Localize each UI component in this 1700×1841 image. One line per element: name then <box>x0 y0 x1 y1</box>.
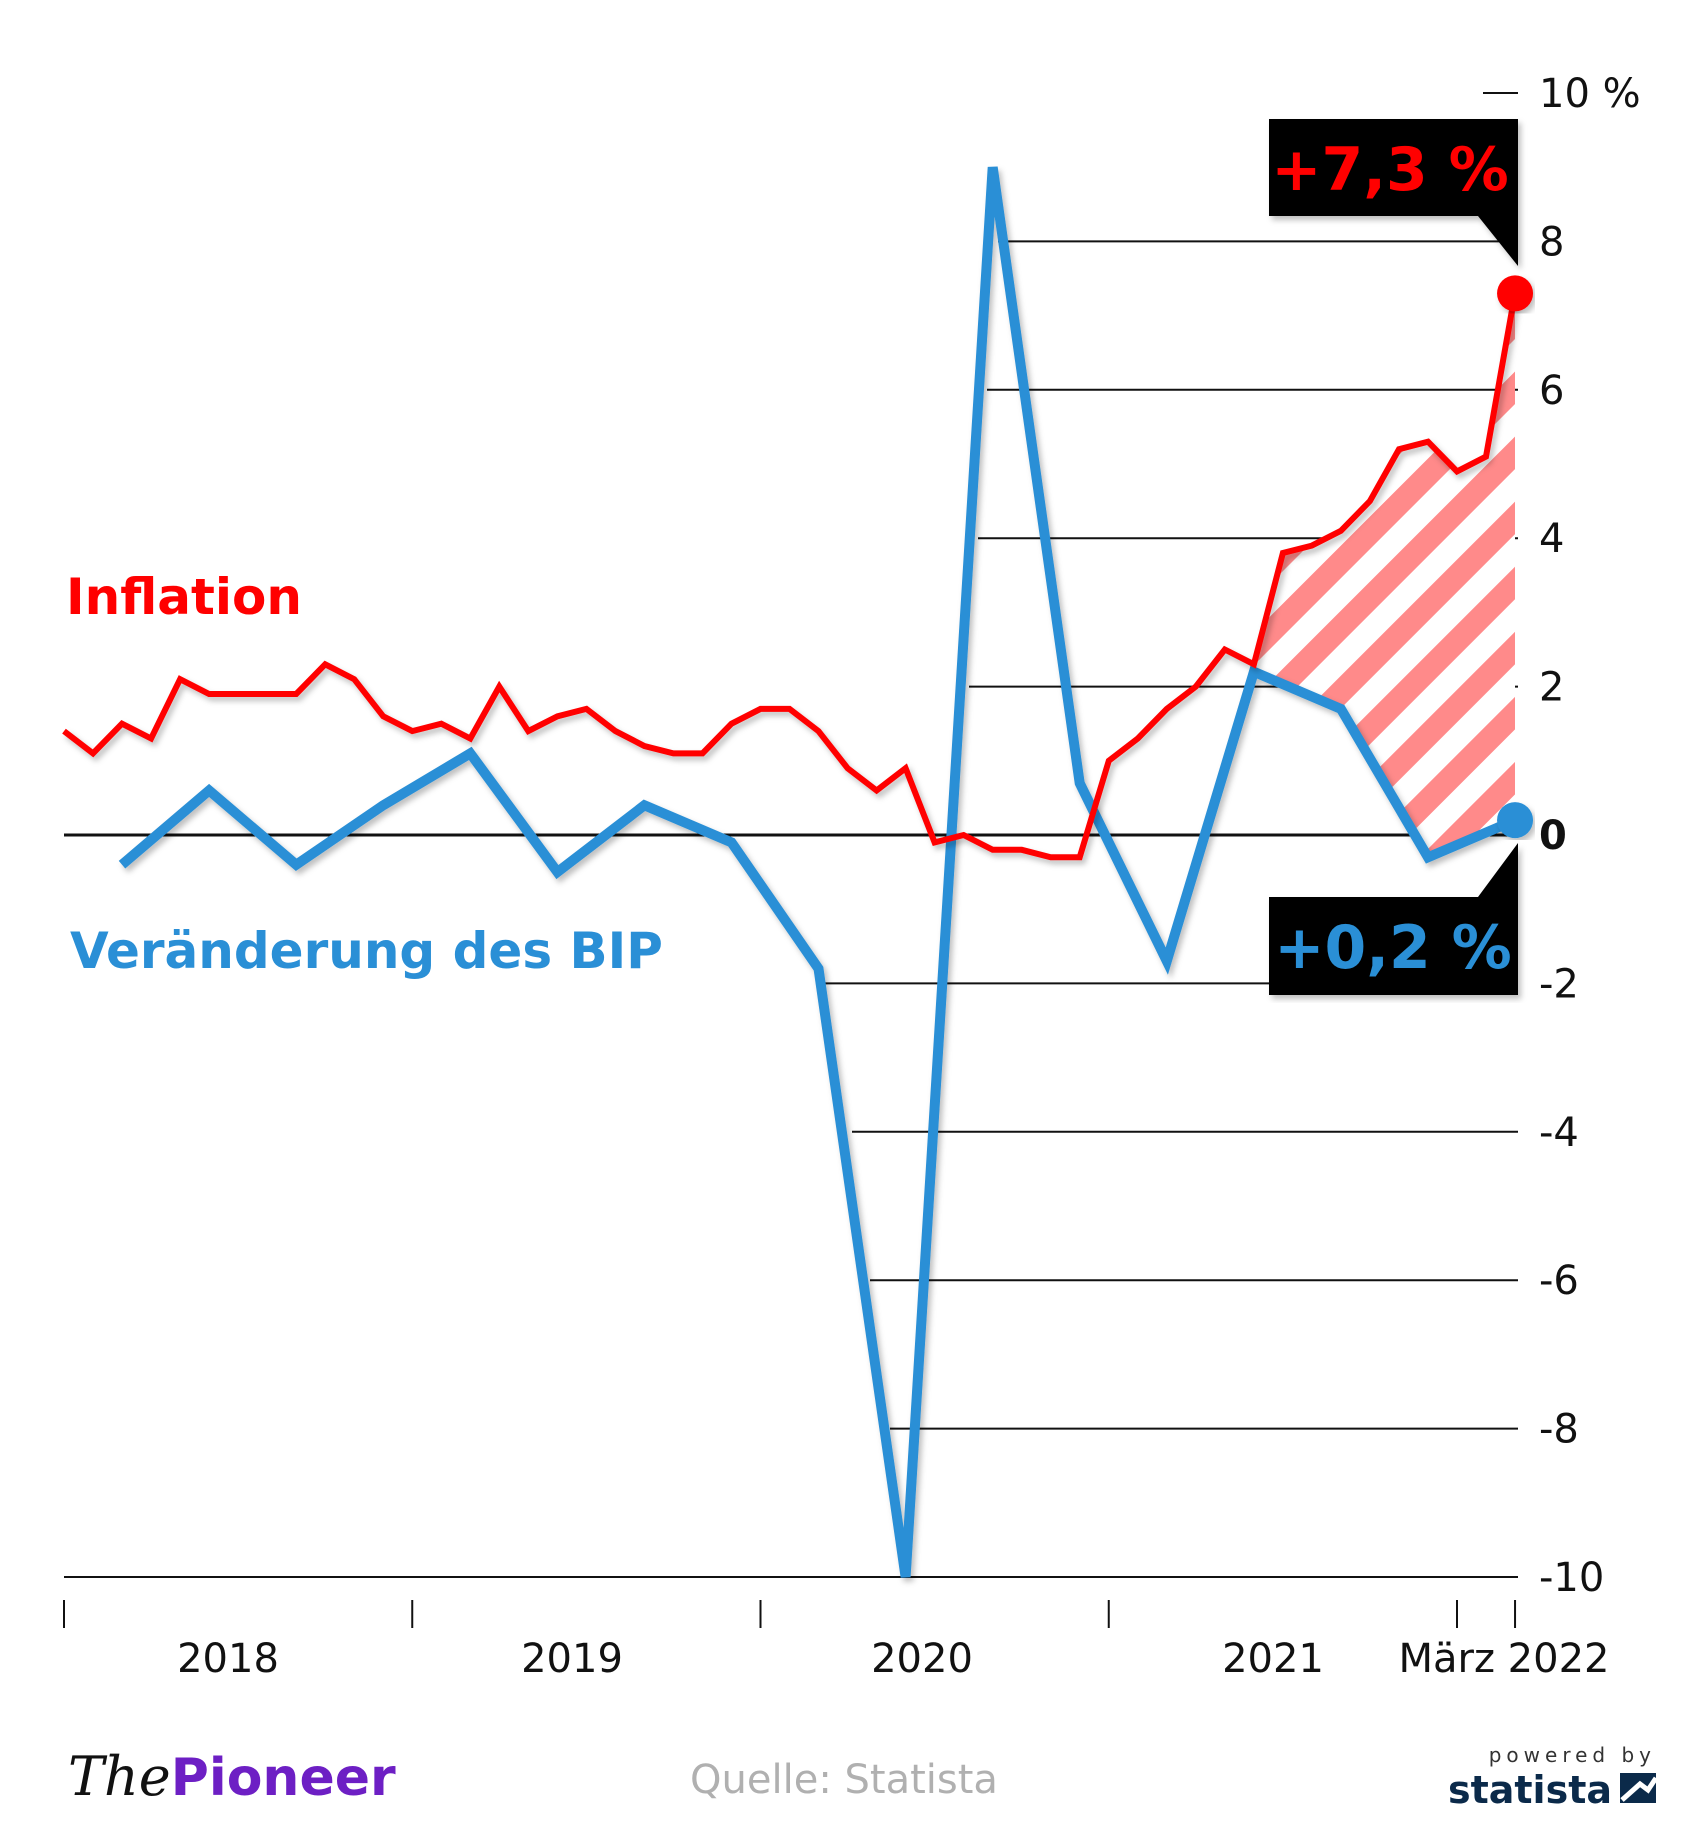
gdp-callout: +0,2 % <box>1269 843 1518 995</box>
source-note: Quelle: Statista <box>690 1757 998 1803</box>
inflation-callout-value: +7,3 % <box>1271 135 1509 205</box>
x-tick-label: 2021 <box>1222 1636 1324 1682</box>
y-tick-label: 2 <box>1539 665 1564 711</box>
powered-by-text: powered by <box>1489 1743 1656 1767</box>
gridlines <box>64 92 1518 1578</box>
inflation-series-line <box>62 292 1518 861</box>
y-tick-label: 0 <box>1539 813 1567 859</box>
x-tick-label: 2020 <box>871 1636 973 1682</box>
gdp-series-line <box>118 166 1517 1578</box>
y-tick-label: 6 <box>1539 368 1564 414</box>
y-tick-label: 4 <box>1539 516 1564 562</box>
y-tick-label: 10 % <box>1539 71 1641 117</box>
y-tick-label: -10 <box>1539 1555 1604 1601</box>
inflation-callout: +7,3 % <box>1269 119 1518 266</box>
y-tick-label: -8 <box>1539 1407 1579 1453</box>
statista-logo-icon <box>1620 1773 1659 1803</box>
x-tick-label: 2018 <box>177 1636 279 1682</box>
gdp-callout-value: +0,2 % <box>1274 913 1512 983</box>
y-tick-label: 8 <box>1539 219 1564 265</box>
hatched-gap-area <box>1253 293 1515 858</box>
gdp-series-label: Veränderung des BIP <box>70 922 663 980</box>
y-tick-label: -6 <box>1539 1258 1579 1304</box>
x-axis: 2018 2019 2020 2021 März 2022 <box>63 1600 1610 1682</box>
y-tick-label: -2 <box>1539 961 1579 1007</box>
logo-the-pioneer: ThePioneer <box>68 1745 396 1808</box>
x-tick-label: März 2022 <box>1399 1636 1610 1682</box>
statista-logo: statista <box>1448 1768 1612 1812</box>
y-tick-label: -4 <box>1539 1110 1579 1156</box>
gdp-end-point <box>1497 802 1534 839</box>
footer: ThePioneer Quelle: Statista powered by s… <box>68 1743 1659 1812</box>
inflation-end-point <box>1497 275 1534 312</box>
y-axis-ticks: 10 % 8 6 4 2 0 -2 -4 -6 -8 -10 <box>1539 71 1641 1601</box>
x-tick-label: 2019 <box>521 1636 623 1682</box>
inflation-series-label: Inflation <box>66 568 302 626</box>
